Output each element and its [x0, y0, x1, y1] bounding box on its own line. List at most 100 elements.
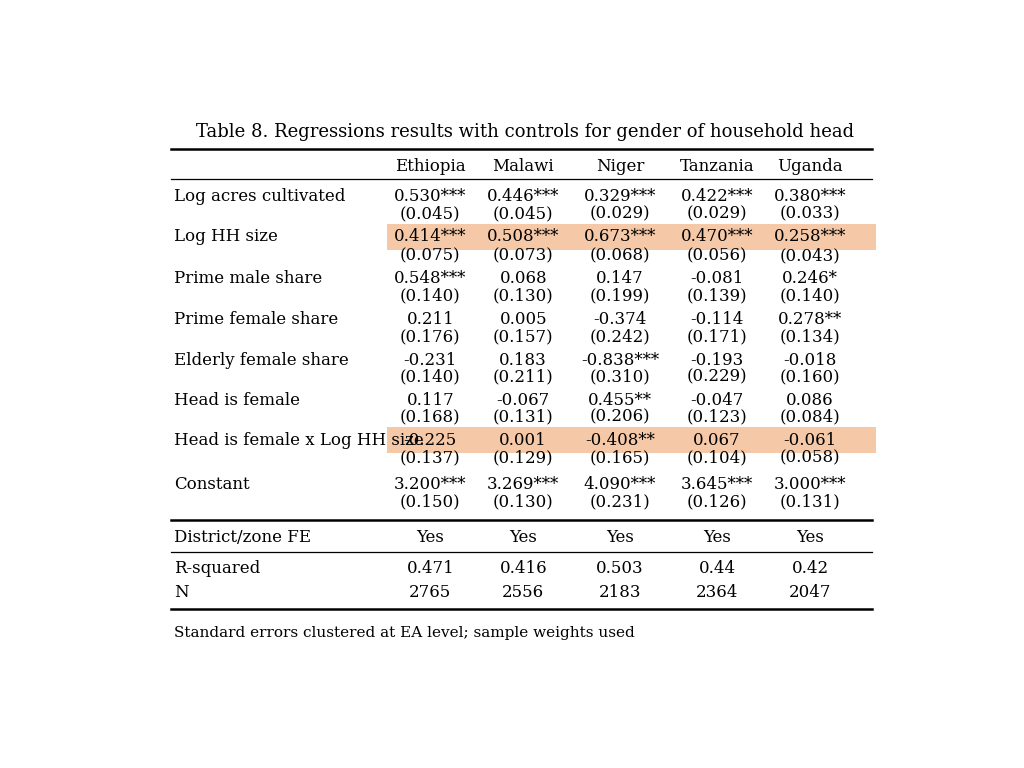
- Text: -0.081: -0.081: [690, 270, 743, 287]
- Text: (0.075): (0.075): [400, 247, 461, 264]
- Text: Head is female x Log HH size: Head is female x Log HH size: [174, 432, 424, 449]
- Text: Niger: Niger: [596, 157, 644, 174]
- Text: Prime female share: Prime female share: [174, 311, 339, 328]
- Text: (0.130): (0.130): [493, 493, 554, 510]
- Text: 2183: 2183: [599, 584, 641, 601]
- Text: 0.503: 0.503: [596, 560, 644, 577]
- Text: Yes: Yes: [606, 528, 634, 546]
- Text: Log HH size: Log HH size: [174, 228, 279, 246]
- Text: Constant: Constant: [174, 476, 250, 493]
- Text: (0.073): (0.073): [493, 247, 554, 264]
- Text: 0.414***: 0.414***: [394, 228, 467, 246]
- Text: 0.005: 0.005: [500, 311, 547, 328]
- Text: (0.043): (0.043): [779, 247, 841, 264]
- Text: (0.068): (0.068): [590, 247, 650, 264]
- Text: 0.673***: 0.673***: [584, 228, 656, 246]
- Text: (0.104): (0.104): [687, 449, 748, 466]
- Bar: [387, 223, 876, 250]
- Text: (0.157): (0.157): [493, 329, 554, 346]
- Text: -0.018: -0.018: [783, 352, 837, 369]
- Text: 2364: 2364: [696, 584, 738, 601]
- Text: (0.045): (0.045): [493, 205, 554, 222]
- Text: 0.117: 0.117: [407, 392, 454, 409]
- Text: (0.160): (0.160): [779, 369, 841, 386]
- Text: Log acres cultivated: Log acres cultivated: [174, 187, 346, 204]
- Text: (0.206): (0.206): [590, 409, 650, 425]
- Text: (0.176): (0.176): [400, 329, 461, 346]
- Text: (0.137): (0.137): [400, 449, 461, 466]
- Text: 0.470***: 0.470***: [681, 228, 754, 246]
- Text: 0.001: 0.001: [500, 432, 547, 449]
- Text: (0.140): (0.140): [400, 369, 461, 386]
- Text: 0.548***: 0.548***: [394, 270, 467, 287]
- Text: 0.508***: 0.508***: [487, 228, 559, 246]
- Text: -0.838***: -0.838***: [581, 352, 659, 369]
- Text: -0.047: -0.047: [690, 392, 743, 409]
- Text: 0.258***: 0.258***: [774, 228, 846, 246]
- Text: (0.139): (0.139): [687, 288, 748, 305]
- Text: (0.056): (0.056): [687, 247, 748, 264]
- Text: (0.150): (0.150): [400, 493, 461, 510]
- Text: (0.123): (0.123): [687, 409, 748, 425]
- Text: 0.422***: 0.422***: [681, 187, 754, 204]
- Text: Elderly female share: Elderly female share: [174, 352, 349, 369]
- Bar: [387, 427, 876, 453]
- Text: (0.199): (0.199): [590, 288, 650, 305]
- Text: (0.165): (0.165): [590, 449, 650, 466]
- Text: 0.329***: 0.329***: [584, 187, 656, 204]
- Text: 3.200***: 3.200***: [394, 476, 467, 493]
- Text: (0.045): (0.045): [400, 205, 461, 222]
- Text: 3.269***: 3.269***: [487, 476, 559, 493]
- Text: -0.061: -0.061: [783, 432, 837, 449]
- Text: Standard errors clustered at EA level; sample weights used: Standard errors clustered at EA level; s…: [174, 626, 635, 640]
- Text: -0.408**: -0.408**: [585, 432, 655, 449]
- Text: 0.086: 0.086: [786, 392, 834, 409]
- Text: (0.171): (0.171): [687, 329, 748, 346]
- Text: 0.067: 0.067: [693, 432, 740, 449]
- Text: Table 8. Regressions results with controls for gender of household head: Table 8. Regressions results with contro…: [196, 123, 854, 141]
- Text: (0.211): (0.211): [493, 369, 554, 386]
- Text: 0.211: 0.211: [407, 311, 454, 328]
- Text: 0.530***: 0.530***: [394, 187, 467, 204]
- Text: (0.130): (0.130): [493, 288, 554, 305]
- Text: N: N: [174, 584, 189, 601]
- Text: 0.278**: 0.278**: [778, 311, 842, 328]
- Text: -0.193: -0.193: [690, 352, 743, 369]
- Text: (0.140): (0.140): [779, 288, 841, 305]
- Text: -0.114: -0.114: [690, 311, 743, 328]
- Text: (0.029): (0.029): [687, 205, 748, 222]
- Text: (0.033): (0.033): [779, 205, 841, 222]
- Text: 0.455**: 0.455**: [588, 392, 652, 409]
- Text: (0.134): (0.134): [779, 329, 841, 346]
- Text: 0.471: 0.471: [407, 560, 454, 577]
- Text: -0.231: -0.231: [403, 352, 457, 369]
- Text: (0.131): (0.131): [493, 409, 554, 425]
- Text: Ethiopia: Ethiopia: [395, 157, 466, 174]
- Text: -0.067: -0.067: [497, 392, 550, 409]
- Text: 0.183: 0.183: [500, 352, 547, 369]
- Text: (0.229): (0.229): [687, 369, 748, 386]
- Text: (0.168): (0.168): [400, 409, 461, 425]
- Text: 3.645***: 3.645***: [681, 476, 753, 493]
- Text: Malawi: Malawi: [493, 157, 554, 174]
- Text: 0.380***: 0.380***: [774, 187, 846, 204]
- Text: Yes: Yes: [796, 528, 824, 546]
- Text: 2556: 2556: [502, 584, 545, 601]
- Text: (0.058): (0.058): [779, 449, 841, 466]
- Text: 0.068: 0.068: [500, 270, 547, 287]
- Text: (0.126): (0.126): [687, 493, 748, 510]
- Text: Yes: Yes: [509, 528, 538, 546]
- Text: R-squared: R-squared: [174, 560, 261, 577]
- Text: Yes: Yes: [417, 528, 444, 546]
- Text: -0.374: -0.374: [594, 311, 647, 328]
- Text: 2765: 2765: [410, 584, 452, 601]
- Text: -0.225: -0.225: [403, 432, 457, 449]
- Text: (0.310): (0.310): [590, 369, 650, 386]
- Text: Tanzania: Tanzania: [680, 157, 755, 174]
- Text: 0.446***: 0.446***: [487, 187, 559, 204]
- Text: 0.42: 0.42: [792, 560, 828, 577]
- Text: (0.129): (0.129): [493, 449, 554, 466]
- Text: (0.231): (0.231): [590, 493, 650, 510]
- Text: Yes: Yes: [703, 528, 731, 546]
- Text: (0.084): (0.084): [779, 409, 841, 425]
